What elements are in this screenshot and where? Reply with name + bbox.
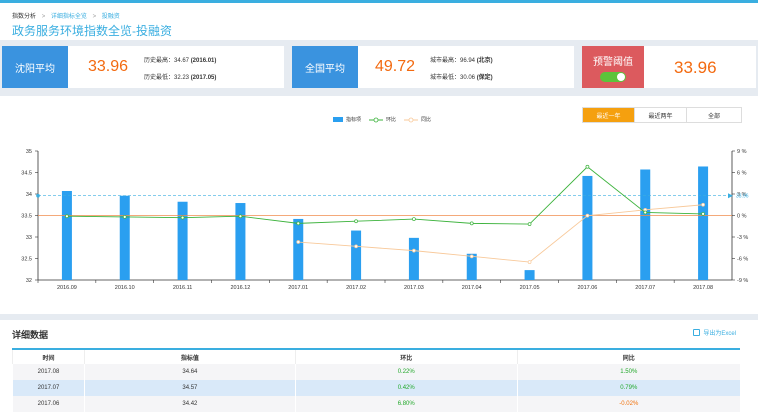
shenyang-average-label: 沈阳平均 <box>2 46 68 88</box>
column-header-value[interactable]: 指标值 <box>83 348 296 364</box>
column-header-yoy[interactable]: 同比 <box>516 348 740 364</box>
breadcrumb: 指数分析 > 详细指标全览 > 投融资 <box>12 11 120 20</box>
cell-time: 2017.06 <box>12 396 85 412</box>
shenyang-history-high-date: (2016.01) <box>190 58 217 64</box>
page-title: 政务服务环境指数全览-投融资 <box>12 24 172 38</box>
column-header-mom[interactable]: 环比 <box>294 348 518 364</box>
table-row[interactable]: 2017.06 34.42 6.80% -0.02% <box>12 396 740 412</box>
warning-threshold-card: 预警阈值 33.96 <box>582 46 756 88</box>
warning-toggle[interactable] <box>600 71 626 82</box>
national-average-card: 全国平均 49.72 城市最高：96.94 (北京) 城市最低：30.06 (保… <box>292 46 574 88</box>
legend-bar-swatch <box>333 117 343 122</box>
shenyang-average-value: 33.96 <box>88 58 129 75</box>
cell-time: 2017.07 <box>12 380 85 396</box>
warning-toggle-knob <box>617 72 625 81</box>
breadcrumb-item-overview[interactable]: 详细指标全览 <box>50 14 87 20</box>
cell-yoy: 1.50% <box>516 364 740 380</box>
column-header-time[interactable]: 时间 <box>12 348 85 364</box>
cell-mom: 0.42% <box>294 380 518 396</box>
detail-table: 时间 指标值 环比 同比 2017.08 34.64 0.22% 1.50% 2… <box>12 348 740 412</box>
cell-time: 2017.08 <box>12 364 85 380</box>
export-excel-label: 导出为Excel <box>703 331 736 337</box>
legend-yoy-swatch <box>404 117 419 122</box>
header-bar: 指数分析 > 详细指标全览 > 投融资 政务服务环境指数全览-投融资 <box>0 0 758 40</box>
legend-mom-label: 环比 <box>386 117 397 123</box>
chart-legend: 指标项 环比 同比 <box>333 116 431 123</box>
legend-yoy-label: 同比 <box>421 117 432 123</box>
cell-mom: 6.80% <box>294 396 518 412</box>
shenyang-history-high: 历史最高：34.67 (2016.01) <box>144 55 216 64</box>
cell-value: 34.57 <box>83 380 296 396</box>
breadcrumb-item-analysis[interactable]: 指数分析 <box>12 14 37 20</box>
shenyang-history-high-label: 历史最高：34.67 <box>144 58 190 64</box>
national-city-low: 城市最低：30.06 (保定) <box>430 72 493 81</box>
national-city-low-name: (保定) <box>476 75 493 81</box>
warning-threshold-box: 预警阈值 <box>582 46 644 88</box>
national-average-label: 全国平均 <box>292 46 358 88</box>
shenyang-history-low-date: (2017.05) <box>190 75 217 81</box>
range-selector: 最近一年 最近两年 全部 <box>582 107 742 123</box>
range-last-two-years-button[interactable]: 最近两年 <box>635 108 687 122</box>
detail-panel: 详细数据 导出为Excel 时间 指标值 环比 同比 2017.08 34.64… <box>0 320 758 414</box>
table-header-row: 时间 指标值 环比 同比 <box>12 348 740 364</box>
legend-yoy[interactable]: 同比 <box>404 116 431 123</box>
warning-threshold-value: 33.96 <box>674 58 717 77</box>
cell-mom: 0.22% <box>294 364 518 380</box>
national-city-high-name: (北京) <box>476 58 493 64</box>
cell-yoy: 0.79% <box>516 380 740 396</box>
range-last-year-button[interactable]: 最近一年 <box>583 108 635 122</box>
legend-bar-label: 指标项 <box>346 117 362 123</box>
national-average-value: 49.72 <box>375 58 416 75</box>
legend-mom-swatch <box>369 117 384 122</box>
shenyang-average-card: 沈阳平均 33.96 历史最高：34.67 (2016.01) 历史最低：32.… <box>2 46 284 88</box>
export-excel-button[interactable]: 导出为Excel <box>693 328 736 337</box>
table-row[interactable]: 2017.08 34.64 0.22% 1.50% <box>12 364 740 380</box>
shenyang-history-low-label: 历史最低：32.23 <box>144 75 190 81</box>
cell-value: 34.42 <box>83 396 296 412</box>
excel-icon <box>693 329 701 336</box>
warning-threshold-label: 预警阈值 <box>593 56 633 68</box>
legend-mom[interactable]: 环比 <box>369 116 396 123</box>
breadcrumb-item-current: 投融资 <box>101 14 120 20</box>
range-all-button[interactable]: 全部 <box>687 108 741 122</box>
national-city-low-label: 城市最低：30.06 <box>430 75 476 81</box>
detail-title: 详细数据 <box>12 330 49 340</box>
legend-bar[interactable]: 指标项 <box>333 116 361 123</box>
table-row[interactable]: 2017.07 34.57 0.42% 0.79% <box>12 380 740 396</box>
breadcrumb-separator: > <box>92 14 97 20</box>
shenyang-history-low: 历史最低：32.23 (2017.05) <box>144 72 216 81</box>
cell-yoy: -0.02% <box>516 396 740 412</box>
national-city-high-label: 城市最高：96.94 <box>430 58 476 64</box>
cell-value: 34.64 <box>83 364 296 380</box>
breadcrumb-separator: > <box>41 14 46 20</box>
national-city-high: 城市最高：96.94 (北京) <box>430 55 493 64</box>
chart-panel: 最近一年 最近两年 全部 <box>0 96 758 314</box>
